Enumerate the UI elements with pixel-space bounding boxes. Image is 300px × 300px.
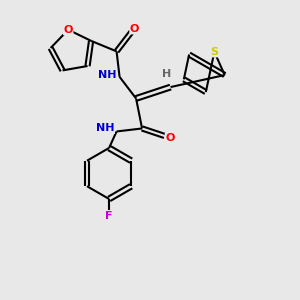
Text: O: O: [64, 25, 73, 35]
Text: NH: NH: [98, 70, 116, 80]
Text: O: O: [165, 134, 175, 143]
Text: O: O: [130, 24, 139, 34]
Text: NH: NH: [96, 124, 114, 134]
Text: F: F: [105, 211, 113, 221]
Text: S: S: [210, 47, 218, 57]
Text: H: H: [162, 70, 172, 80]
